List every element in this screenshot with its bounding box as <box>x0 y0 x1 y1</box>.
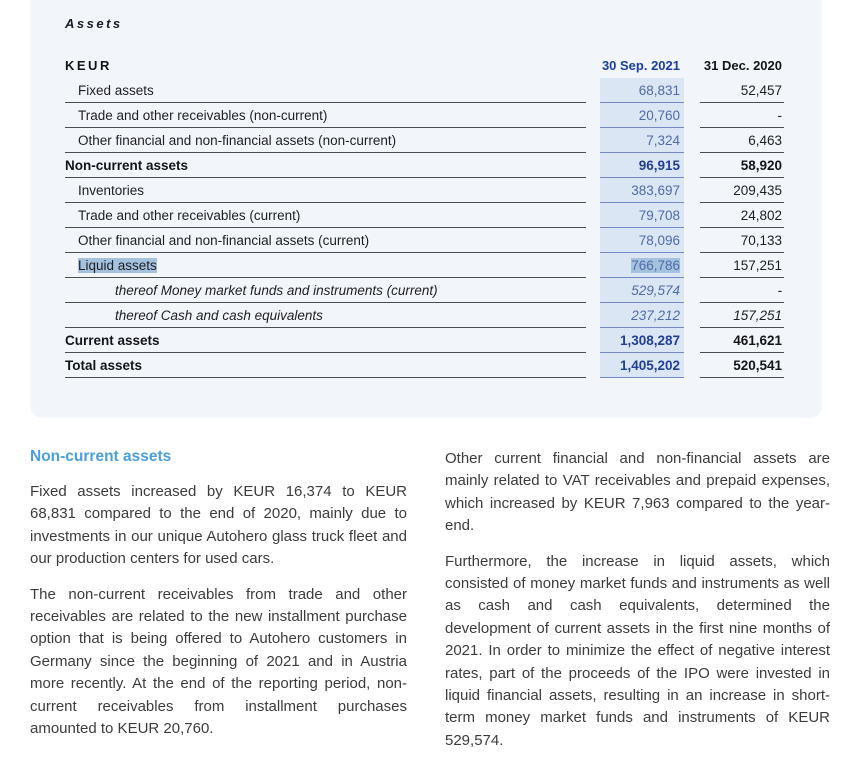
row-label: Liquid assets <box>65 253 586 278</box>
value-2021: 68,831 <box>600 78 684 103</box>
column-gap <box>684 303 700 328</box>
column-header-2020: 31 Dec. 2020 <box>703 58 782 73</box>
value-2020: 52,457 <box>700 78 784 103</box>
left-paragraphs: Fixed assets increased by KEUR 16,374 to… <box>30 481 407 740</box>
row-label: thereof Cash and cash equivalents <box>65 303 586 328</box>
table-row: Trade and other receivables (non-current… <box>65 103 784 128</box>
table-row: Other financial and non-financial assets… <box>65 228 784 253</box>
column-gap <box>684 278 700 303</box>
value-2021: 529,574 <box>600 278 684 303</box>
value-2021: 1,405,202 <box>600 353 684 378</box>
value-2021: 766,786 <box>600 253 684 278</box>
paragraph: Other current financial and non-financia… <box>445 450 830 535</box>
row-label: Non-current assets <box>65 153 586 178</box>
value-2020: 520,541 <box>700 353 784 378</box>
row-label: Current assets <box>65 328 586 353</box>
value-2020: - <box>700 103 784 128</box>
row-label: thereof Money market funds and instrumen… <box>65 278 586 303</box>
commentary-right-column: Other current financial and non-financia… <box>445 448 830 765</box>
column-gap <box>684 178 700 203</box>
table-row: Trade and other receivables (current) 79,… <box>65 203 784 228</box>
value-2021: 78,096 <box>600 228 684 253</box>
table-row: Current assets 1,308,287 461,621 <box>65 328 784 353</box>
column-gap <box>684 103 700 128</box>
table-row: Other financial and non-financial assets… <box>65 128 784 153</box>
asset-table-body: Fixed assets 68,831 52,457 Trade and other … <box>65 78 784 378</box>
value-2020: 157,251 <box>700 253 784 278</box>
value-2021: 79,708 <box>600 203 684 228</box>
value-2020: 6,463 <box>700 128 784 153</box>
row-label: Other financial and non-financial assets… <box>65 228 586 253</box>
value-2021: 20,760 <box>600 103 684 128</box>
value-2020: 461,621 <box>700 328 784 353</box>
column-gap <box>684 128 700 153</box>
paragraph: The non-current receivables from trade a… <box>30 585 407 738</box>
value-2020: 58,920 <box>700 153 784 178</box>
selected-text: 766,786 <box>631 258 680 273</box>
commentary-heading: Non-current assets <box>30 448 172 465</box>
commentary-section: Non-current assets Fixed assets increase… <box>30 448 830 765</box>
table-header-row: KEUR 30 Sep. 2021 31 Dec. 2020 <box>65 53 784 78</box>
column-gap <box>684 203 700 228</box>
value-2021: 237,212 <box>600 303 684 328</box>
value-2020: - <box>700 278 784 303</box>
row-label: Trade and other receivables (current) <box>65 203 586 228</box>
table-row: Total assets 1,405,202 520,541 <box>65 353 784 378</box>
column-gap <box>684 78 700 103</box>
table-row: Inventories 383,697 209,435 <box>65 178 784 203</box>
row-label: Inventories <box>65 178 586 203</box>
column-gap <box>684 153 700 178</box>
column-gap <box>684 328 700 353</box>
assets-panel: Assets KEUR 30 Sep. 2021 31 Dec. 2020 Fi… <box>30 0 822 418</box>
value-2021: 383,697 <box>600 178 684 203</box>
value-2020: 209,435 <box>700 178 784 203</box>
column-gap <box>684 353 700 378</box>
value-2020: 157,251 <box>700 303 784 328</box>
section-title: Assets <box>65 16 123 31</box>
selected-text: Liquid assets <box>78 258 157 273</box>
table-row: Non-current assets 96,915 58,920 <box>65 153 784 178</box>
value-2020: 70,133 <box>700 228 784 253</box>
column-gap <box>684 228 700 253</box>
right-paragraphs: Other current financial and non-financia… <box>445 448 830 752</box>
column-header-2021: 30 Sep. 2021 <box>601 58 680 73</box>
table-row: Fixed assets 68,831 52,457 <box>65 78 784 103</box>
value-2021: 1,308,287 <box>600 328 684 353</box>
value-2021: 7,324 <box>600 128 684 153</box>
column-gap <box>684 253 700 278</box>
row-label: Other financial and non-financial assets… <box>65 128 586 153</box>
row-label: Trade and other receivables (non-current… <box>65 103 586 128</box>
commentary-left-column: Non-current assets Fixed assets increase… <box>30 448 407 765</box>
value-2020: 24,802 <box>700 203 784 228</box>
value-2021: 96,915 <box>600 153 684 178</box>
table-row: thereof Money market funds and instrumen… <box>65 278 784 303</box>
paragraph: Furthermore, the increase in liquid asse… <box>445 552 830 749</box>
row-label: Total assets <box>65 353 586 378</box>
table-row: thereof Cash and cash equivalents 237,212… <box>65 303 784 328</box>
column-gap <box>684 53 700 78</box>
row-label: Fixed assets <box>65 78 586 103</box>
paragraph: Fixed assets increased by KEUR 16,374 to… <box>30 483 407 568</box>
unit-header: KEUR <box>65 58 112 73</box>
table-row: Liquid assets 766,786 157,251 <box>65 253 784 278</box>
